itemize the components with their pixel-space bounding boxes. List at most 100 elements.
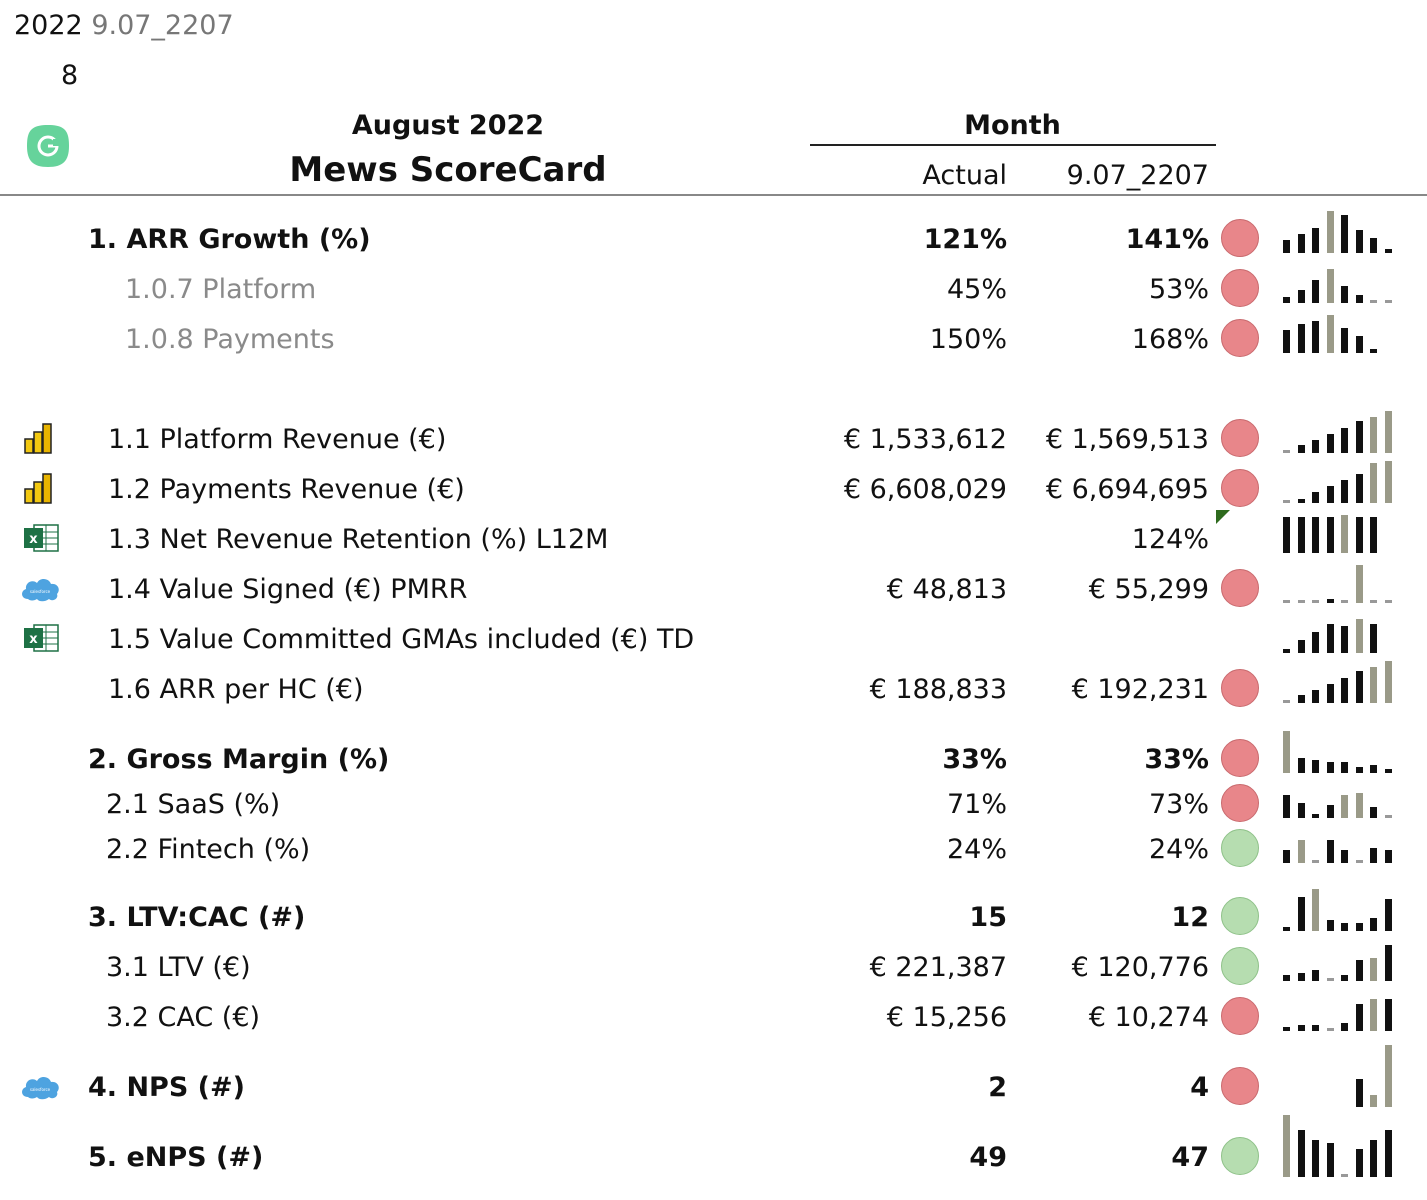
row-label: 1.0.7 Platform	[125, 274, 317, 305]
sparkline-bar	[1326, 517, 1334, 553]
sparkline-bar	[1297, 973, 1305, 981]
target-value: € 55,299	[1088, 574, 1209, 605]
status-green-indicator	[1221, 897, 1259, 935]
row-label: 1.6 ARR per HC (€)	[108, 674, 364, 705]
sparkline-bar	[1326, 624, 1334, 653]
target-value: € 1,569,513	[1045, 424, 1209, 455]
row-label: 3.2 CAC (€)	[106, 1002, 261, 1033]
row-label: 1.4 Value Signed (€) PMRR	[108, 574, 468, 605]
table-row: x 1.3 Net Revenue Retention (%) L12M 124%	[0, 510, 1427, 565]
status-red-indicator	[1221, 784, 1259, 822]
sparkline	[1283, 661, 1401, 703]
sparkline-bar	[1370, 300, 1377, 303]
sparkline-bar	[1283, 600, 1290, 603]
status-red-indicator	[1221, 219, 1259, 257]
table-row: 2. Gross Margin (%) 33% 33%	[0, 731, 1427, 785]
sparkline-bar	[1297, 758, 1305, 773]
sparkline-bar	[1341, 600, 1348, 603]
sparkline-bar	[1355, 336, 1363, 353]
actual-value: € 48,813	[886, 574, 1007, 605]
sparkline-bar	[1355, 517, 1363, 553]
month-underline	[810, 144, 1216, 146]
sparkline	[1283, 461, 1401, 503]
sparkline-bar	[1312, 600, 1319, 603]
sparkline-bar	[1326, 805, 1334, 818]
sparkline-bar	[1355, 923, 1363, 931]
sparkline-bar	[1341, 923, 1348, 931]
sparkline-bar	[1283, 850, 1290, 863]
month-group-header: Month	[964, 110, 1061, 141]
svg-text:x: x	[29, 532, 38, 547]
version-text: 9.07_2207	[91, 10, 234, 41]
page-title: Mews ScoreCard	[289, 150, 607, 190]
target-value: 4	[1190, 1072, 1209, 1103]
svg-text:salesforce: salesforce	[30, 589, 51, 594]
target-value: 24%	[1148, 834, 1209, 865]
sparkline-bar	[1370, 807, 1377, 818]
sparkline-bar	[1370, 1095, 1377, 1107]
row-label: 2.2 Fintech (%)	[106, 834, 311, 865]
sparkline-bar	[1312, 1140, 1319, 1177]
target-value: 168%	[1131, 324, 1209, 355]
sparkline-bar	[1297, 517, 1305, 553]
mews-logo-icon	[25, 123, 71, 169]
excel-icon: x	[22, 521, 60, 559]
sparkline-bar	[1355, 230, 1363, 253]
sparkline-bar	[1384, 461, 1392, 503]
sparkline-bar	[1297, 1025, 1305, 1031]
sparkline-bar	[1370, 918, 1377, 931]
sparkline	[1283, 939, 1401, 981]
sparkline-bar	[1283, 450, 1290, 453]
sparkline-bar	[1312, 690, 1319, 703]
sparkline	[1283, 989, 1401, 1031]
salesforce-icon: salesforce	[18, 1073, 62, 1105]
status-red-indicator	[1221, 469, 1259, 507]
sparkline-bar	[1326, 315, 1334, 353]
sparkline-bar	[1384, 815, 1392, 818]
sparkline-bar	[1297, 1130, 1305, 1177]
sparkline-bar	[1297, 803, 1305, 818]
sparkline-bar	[1326, 269, 1334, 303]
sparkline-bar	[1297, 640, 1305, 653]
sparkline-bar	[1355, 767, 1363, 773]
table-row: x 1.5 Value Committed GMAs included (€) T…	[0, 615, 1427, 665]
sparkline-bar	[1326, 762, 1334, 773]
status-red-indicator	[1221, 669, 1259, 707]
status-green-indicator	[1221, 829, 1259, 867]
sparkline-bar	[1312, 760, 1319, 773]
sparkline-bar	[1283, 297, 1290, 303]
sparkline-bar	[1355, 671, 1363, 703]
sparkline-bar	[1355, 1079, 1363, 1107]
page-number: 8	[61, 60, 79, 91]
sparkline-bar	[1341, 1174, 1348, 1177]
sparkline-bar	[1283, 1027, 1290, 1031]
sparkline-bar	[1326, 434, 1334, 453]
sparkline-bar	[1370, 349, 1377, 353]
sparkline-bar	[1326, 486, 1334, 503]
table-row: 3.1 LTV (€) € 221,387 € 120,776	[0, 943, 1427, 993]
sparkline-bar	[1355, 1149, 1363, 1177]
sparkline	[1283, 211, 1401, 253]
sparkline-bar	[1341, 678, 1348, 703]
status-red-indicator	[1221, 1067, 1259, 1105]
sparkline	[1283, 731, 1401, 773]
sparkline	[1283, 311, 1401, 353]
powerbi-icon	[22, 471, 56, 509]
sparkline-bar	[1297, 897, 1305, 931]
table-row: 1.0.7 Platform 45% 53%	[0, 265, 1427, 315]
sparkline	[1283, 411, 1401, 453]
sparkline-bar	[1370, 238, 1377, 253]
sparkline-bar	[1297, 600, 1305, 603]
sparkline-bar	[1355, 1004, 1363, 1031]
target-value: € 10,274	[1088, 1002, 1209, 1033]
actual-value: 33%	[942, 744, 1007, 775]
sparkline-bar	[1384, 850, 1392, 863]
target-value: 33%	[1144, 744, 1209, 775]
sparkline-bar	[1370, 667, 1377, 703]
sparkline-bar	[1370, 463, 1377, 503]
sparkline-bar	[1384, 945, 1392, 981]
target-value: 141%	[1125, 224, 1209, 255]
sparkline-bar	[1312, 517, 1319, 553]
sparkline-bar	[1297, 840, 1305, 863]
sparkline-bar	[1283, 795, 1290, 818]
